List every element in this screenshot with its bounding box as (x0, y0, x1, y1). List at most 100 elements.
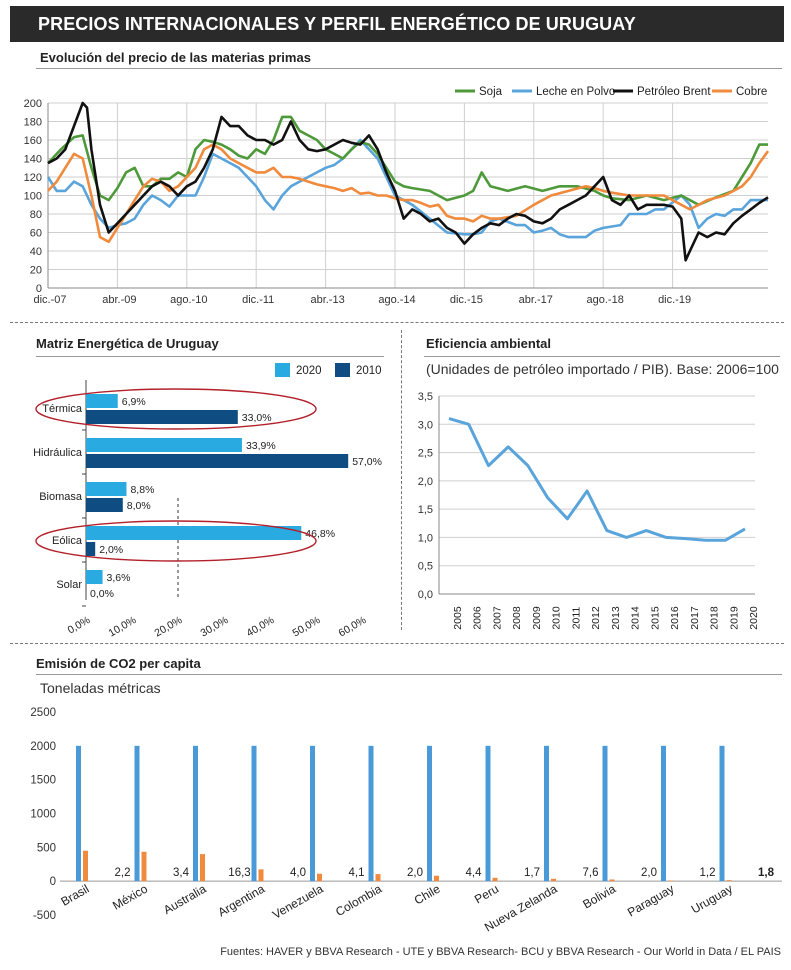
eficiencia-xtick-label: 2018 (709, 606, 721, 630)
co2-ytick-label: 1500 (30, 775, 56, 787)
co2-data-label: 16,3 (228, 867, 250, 879)
eficiencia-ytick-label: 2,5 (418, 448, 433, 460)
matriz-title: Matriz Energética de Uruguay (36, 336, 219, 351)
precios-ytick-label: 20 (30, 265, 42, 277)
matriz-xtick-label: 40,0% (245, 614, 277, 639)
precios-xtick-label: dic.-11 (242, 294, 274, 306)
eficiencia-title: Eficiencia ambiental (426, 336, 551, 351)
matriz-xtick-label: 0,0% (66, 614, 93, 636)
co2-category-label: México (110, 881, 150, 912)
co2-data-label: 4,0 (290, 867, 306, 879)
bar-2010 (86, 498, 123, 512)
eficiencia-xtick-label: 2011 (570, 607, 582, 630)
bar-2010 (86, 454, 349, 468)
legend-label-2020: 2020 (296, 365, 322, 377)
matriz-category-label: Biomasa (39, 491, 83, 503)
co2-bar-year (661, 745, 666, 882)
co2-data-label: 7,6 (583, 867, 599, 879)
precios-ytick-label: 0 (36, 283, 42, 295)
eficiencia-chart: 0,0 0,5 1,0 1,5 2,0 2,5 3,0 3,5 2005 2006 2007 2008… (418, 391, 760, 630)
header-bar: PRECIOS INTERNACIONALES Y PERFIL ENERGÉT… (10, 6, 784, 42)
co2-category-label: Peru (472, 882, 501, 907)
bar-2020 (86, 394, 118, 408)
eficiencia-xtick-label: 2012 (590, 606, 602, 630)
co2-data-label: 2,0 (641, 867, 657, 879)
precios-xtick-label: abr.-09 (102, 294, 136, 306)
eficiencia-xtick-label: 2007 (491, 606, 503, 630)
eficiencia-subtitle: (Unidades de petróleo importado / PIB). … (426, 361, 779, 377)
legend-label-2010: 2010 (356, 365, 382, 377)
precios-ytick-label: 140 (24, 154, 42, 166)
eficiencia-xtick-label: 2019 (728, 606, 740, 630)
precios-ytick-label: 100 (24, 191, 42, 203)
matriz-rule (36, 356, 384, 357)
co2-ytick-label: 0 (50, 876, 56, 888)
co2-data-label: 3,4 (173, 867, 190, 879)
section-divider-v (401, 330, 402, 630)
page-title: PRECIOS INTERNACIONALES Y PERFIL ENERGÉT… (38, 14, 636, 34)
co2-chart: -500 0 500 1000 1500 2000 2500 2,2 Brasil 3,4 Méxi… (30, 707, 782, 934)
series-line-leche (46, 138, 768, 239)
co2-bar-value (726, 880, 732, 882)
co2-bar-value (200, 854, 205, 882)
footer-sources: Fuentes: HAVER y BBVA Research - UTE y B… (220, 946, 781, 958)
eficiencia-rule (424, 356, 780, 357)
eficiencia-xtick-label: 2008 (511, 606, 523, 630)
eficiencia-ytick-label: 1,5 (418, 504, 433, 516)
co2-ytick-label: 500 (37, 842, 56, 854)
co2-data-label: 2,0 (407, 867, 423, 879)
co2-bar-year (368, 745, 374, 882)
co2-category-label: Paraguay (625, 882, 676, 920)
precios-chart: 0 20 40 60 80 100 120 140 160 180 200 dic.-07 abr.-0… (24, 86, 770, 306)
co2-ytick-label: 2500 (30, 707, 56, 719)
precios-ytick-label: 60 (30, 228, 42, 240)
co2-category-label: Colombia (333, 881, 384, 919)
co2-ylabel: Toneladas métricas (40, 680, 161, 696)
matriz-category-label: Eólica (52, 535, 83, 547)
legend-label-cobre: Cobre (736, 86, 767, 98)
precios-xtick-label: abr.-17 (519, 294, 553, 306)
precios-ytick-label: 160 (24, 135, 42, 147)
matriz-category-label: Hidráulica (33, 447, 83, 459)
co2-bar-value (668, 880, 673, 882)
co2-bar-value (317, 873, 322, 882)
co2-data-label: 1,7 (524, 867, 540, 879)
eficiencia-ytick-label: 2,0 (418, 476, 433, 488)
matriz-xtick-label: 60,0% (337, 614, 369, 639)
precios-ytick-label: 80 (30, 209, 42, 221)
eficiencia-ytick-label: 0,5 (418, 561, 433, 573)
co2-bar-value (434, 875, 439, 882)
co2-bar-year (134, 745, 140, 882)
co2-bar-year (251, 745, 257, 882)
eficiencia-line (448, 417, 746, 542)
co2-data-label: 4,1 (349, 867, 365, 879)
precios-ytick-label: 40 (30, 246, 42, 258)
section-divider-2 (10, 643, 784, 644)
co2-ytick-label: -500 (33, 910, 56, 922)
precios-xtick-label: abr.-13 (310, 294, 344, 306)
series-line-cobre (47, 143, 770, 244)
bar-2010 (86, 542, 96, 556)
co2-rule (36, 674, 782, 675)
matriz-xtick-label: 20,0% (153, 614, 185, 639)
bar-2020-label: 6,9% (122, 396, 146, 408)
co2-bar-value (258, 869, 264, 882)
co2-bar-value (492, 877, 498, 882)
legend-swatch-2020 (275, 363, 290, 377)
precios-ytick-label: 200 (24, 98, 42, 110)
bar-2010-label: 33,0% (242, 412, 272, 424)
series-line-brent (47, 101, 769, 262)
co2-bar-value (609, 879, 615, 882)
eficiencia-xtick-label: 2014 (630, 606, 642, 630)
co2-ytick-label: 1000 (30, 809, 56, 821)
matriz-xtick-label: 30,0% (199, 614, 231, 639)
eficiencia-ytick-label: 1,0 (418, 532, 433, 544)
co2-bar-year (310, 745, 315, 882)
bar-2020-label: 8,8% (130, 484, 154, 496)
co2-category-label: Chile (412, 881, 443, 907)
co2-data-label: 2,2 (115, 867, 131, 879)
co2-bar-value (141, 851, 147, 882)
matriz-xtick-label: 10,0% (107, 614, 139, 639)
co2-bar-value (551, 878, 556, 882)
bar-2010 (86, 410, 238, 424)
